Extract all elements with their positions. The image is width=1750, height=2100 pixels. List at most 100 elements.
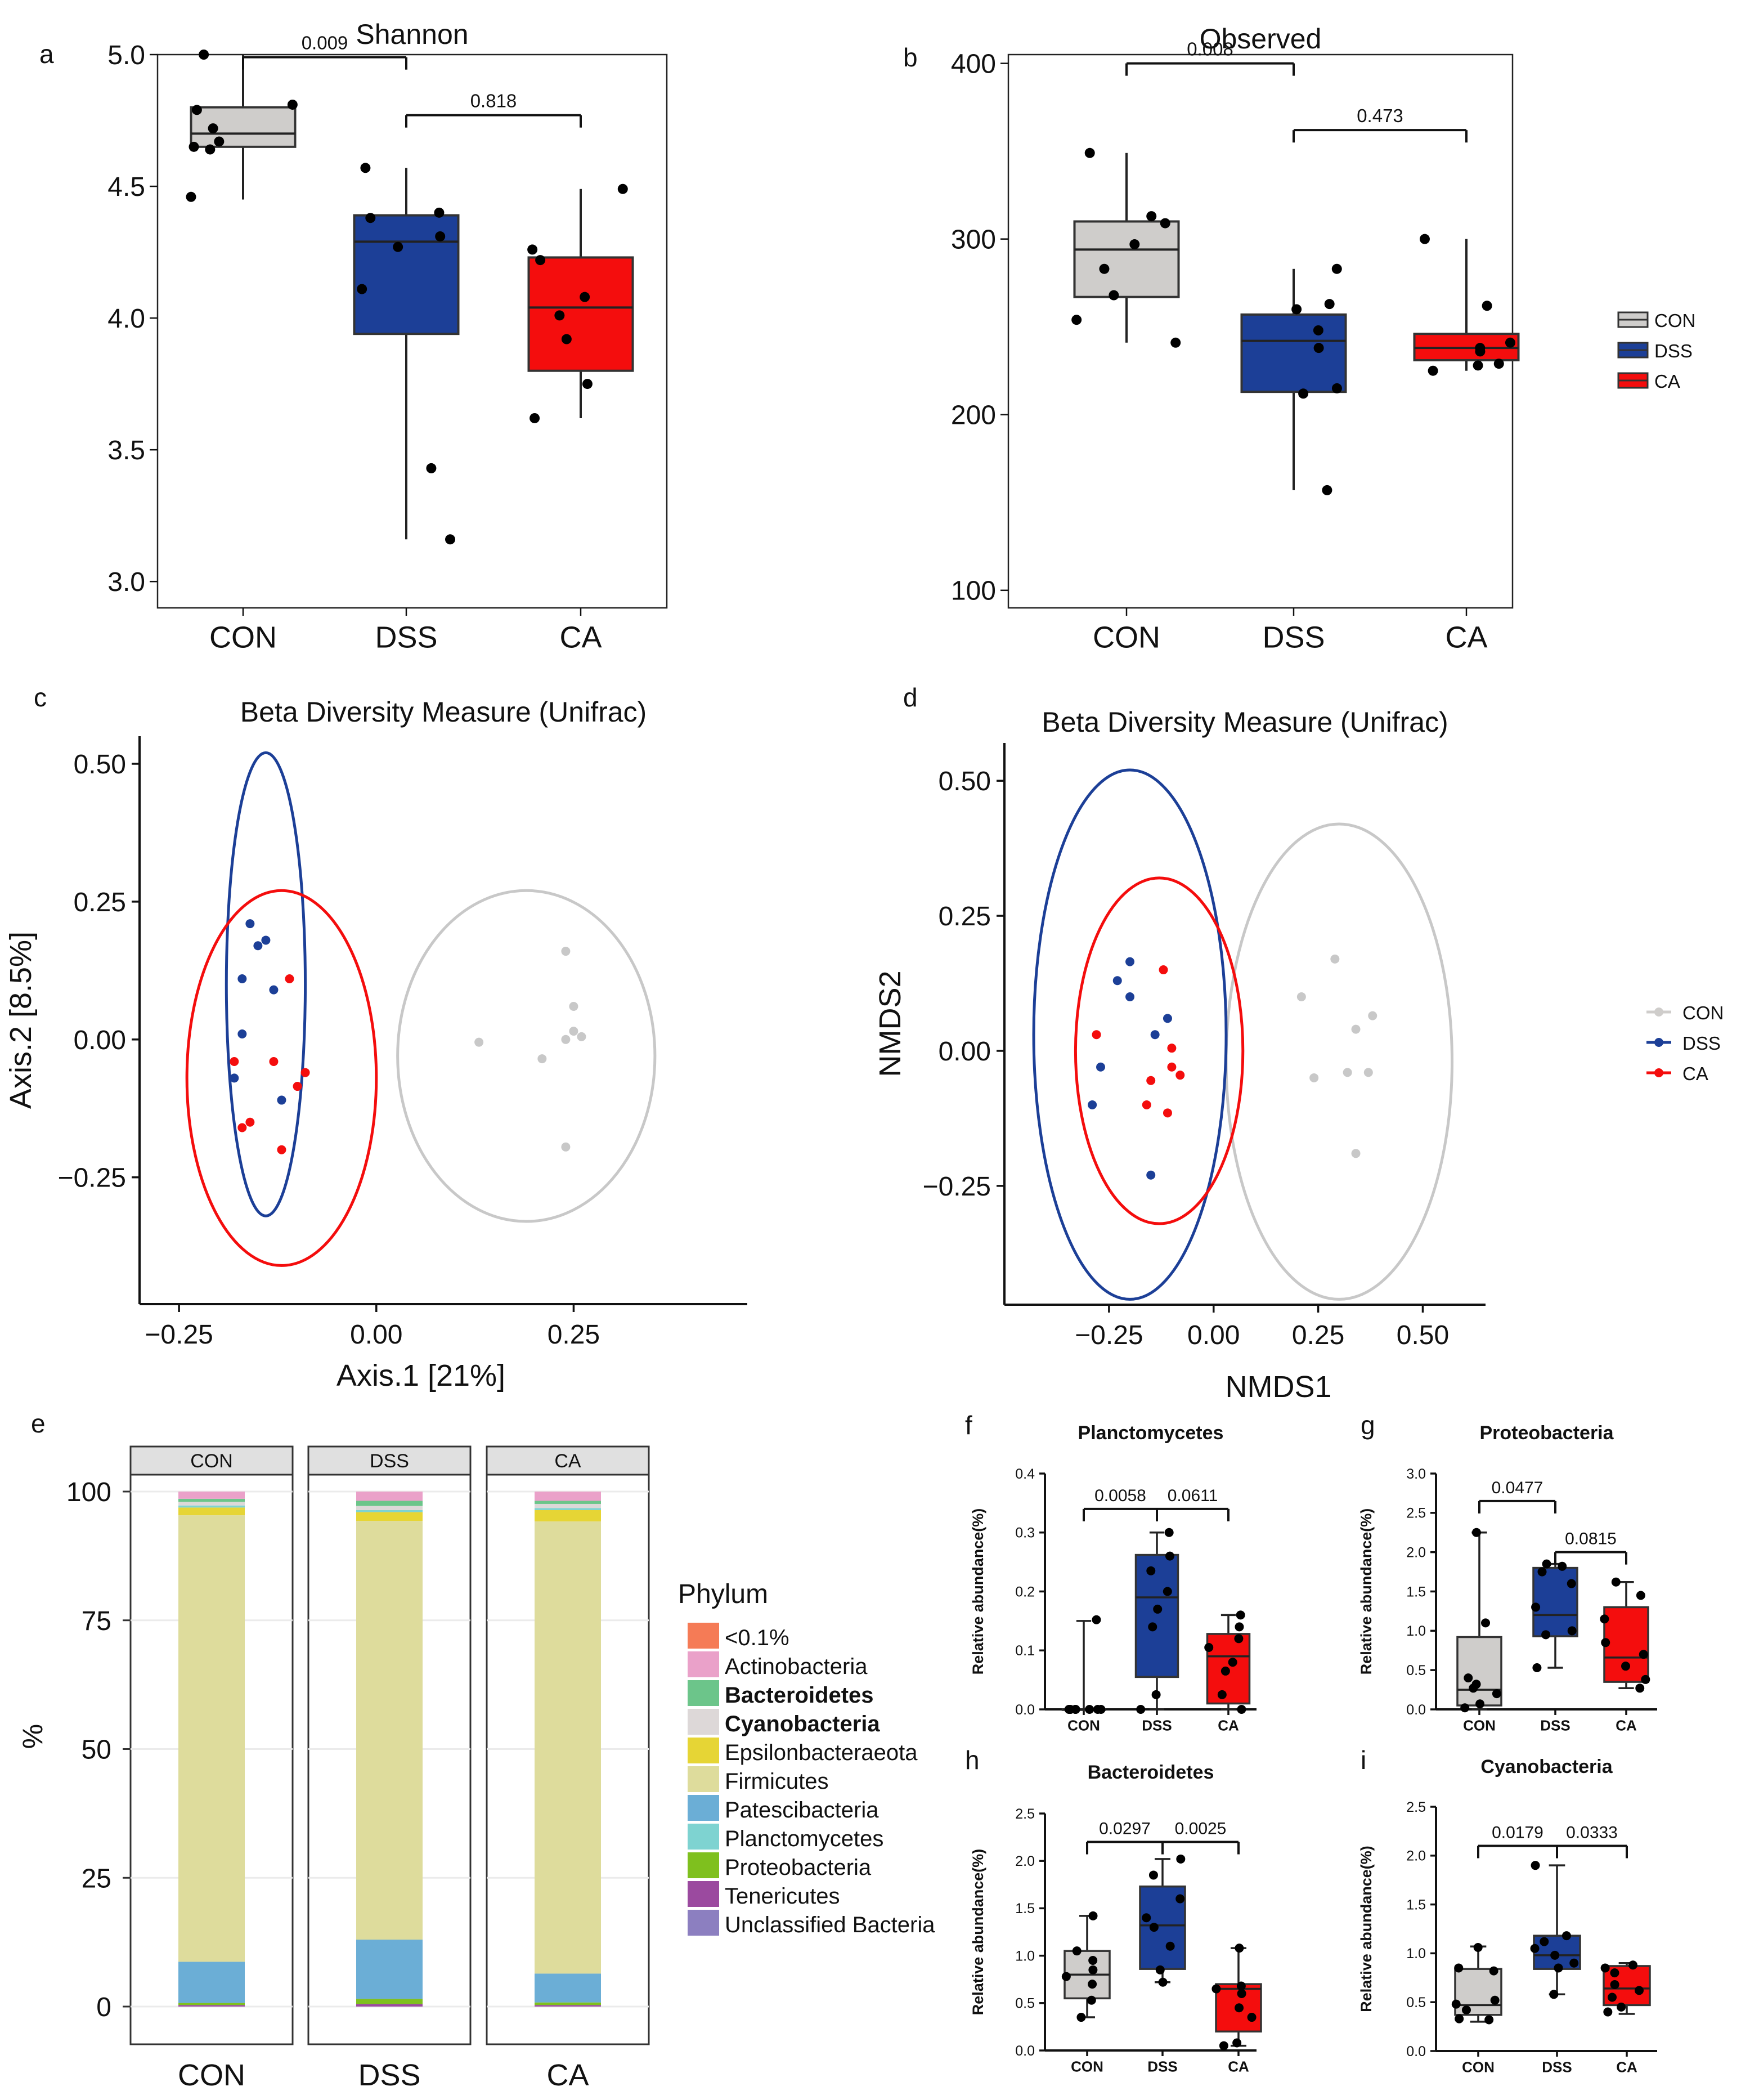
x-category-label: DSS <box>1262 621 1325 655</box>
p-value-label: 0.0477 <box>1492 1479 1543 1497</box>
point-CA <box>293 1082 302 1091</box>
x-category-label: DSS <box>1542 2058 1572 2075</box>
y-tick-label: 1.0 <box>1015 1948 1035 1964</box>
facet-strip <box>486 1445 650 1476</box>
box-DSS <box>1240 313 1347 393</box>
panel-title: Shannon <box>356 19 468 50</box>
x-category-label: CON <box>178 2058 245 2092</box>
x-category-label: DSS <box>375 621 437 655</box>
data-point <box>1148 1622 1157 1632</box>
legend-label-DSS: DSS <box>1682 1033 1721 1054</box>
legend-title: Phylum <box>678 1579 768 1609</box>
data-point <box>191 105 202 115</box>
data-point <box>1158 1977 1168 1987</box>
data-point <box>1601 1638 1610 1647</box>
data-point <box>1567 1626 1577 1636</box>
legend-swatch <box>688 1651 719 1677</box>
data-point <box>1235 1622 1244 1632</box>
data-point <box>1428 365 1438 376</box>
data-point <box>1471 1528 1481 1537</box>
data-point <box>1085 1705 1094 1714</box>
y-tick-label: 3.0 <box>107 567 145 597</box>
data-point <box>1530 1944 1540 1953</box>
data-point <box>1204 1643 1214 1653</box>
x-tick-label: 0.00 <box>1187 1320 1240 1350</box>
stack-segment-proteobacteria <box>535 2002 601 2005</box>
data-point <box>1558 1561 1567 1571</box>
y-tick-label: 1.5 <box>1406 1897 1426 1913</box>
stack-segment-tenericutes <box>178 2005 245 2007</box>
stack-segment-tenericutes <box>535 2005 601 2007</box>
y-tick-label: 0.0 <box>1406 1702 1426 1718</box>
data-point <box>1109 290 1119 301</box>
data-point <box>1482 301 1492 311</box>
point-DSS <box>1096 1062 1105 1072</box>
point-CA <box>1167 1044 1177 1053</box>
x-tick-label: 0.50 <box>1397 1320 1449 1350</box>
point-CON <box>1363 1068 1373 1077</box>
p-value-label: 0.0297 <box>1099 1820 1151 1838</box>
y-tick-label: 0.0 <box>1015 2043 1035 2059</box>
legend-label: Epsilonbacteraeota <box>725 1740 918 1765</box>
x-category-label: CON <box>1462 2058 1495 2075</box>
x-category-label: CA <box>1616 1717 1637 1734</box>
data-point <box>1235 1944 1244 1953</box>
data-point <box>365 213 376 223</box>
data-point <box>1628 1960 1637 1970</box>
point-CA <box>1092 1030 1101 1040</box>
x-axis-label: NMDS1 <box>1225 1370 1331 1404</box>
data-point <box>1610 1968 1619 1978</box>
x-category-label: CA <box>1616 2058 1637 2075</box>
point-DSS <box>237 1029 247 1038</box>
legend-label: Firmicutes <box>725 1769 828 1794</box>
panel-title: Planctomycetes <box>1078 1422 1224 1444</box>
data-point <box>434 207 445 218</box>
data-point <box>1455 2014 1464 2023</box>
stack-segment-tenericutes <box>356 2004 423 2007</box>
data-point <box>1099 263 1110 274</box>
data-point <box>1313 343 1324 353</box>
data-point <box>1072 1946 1082 1956</box>
point-CON <box>1309 1073 1319 1082</box>
x-category-label: CON <box>209 621 277 655</box>
data-point <box>1247 2013 1257 2022</box>
legend-point-CA <box>1654 1068 1663 1077</box>
x-category-label: CA <box>546 2058 589 2092</box>
legend-swatch <box>688 1824 719 1850</box>
x-axis-label: Axis.1 [21%] <box>336 1359 505 1392</box>
stack-segment-cyanobacteria <box>356 1506 423 1510</box>
legend-swatch <box>688 1738 719 1763</box>
legend-label-DSS: DSS <box>1654 341 1693 361</box>
point-DSS <box>1163 1014 1172 1023</box>
data-point <box>214 136 225 147</box>
ellipse-CON <box>1224 822 1454 1301</box>
y-tick-label: 4.0 <box>107 304 145 334</box>
x-category-label: CON <box>1463 1717 1496 1734</box>
point-CA <box>1142 1100 1151 1109</box>
data-point <box>1464 1673 1473 1683</box>
data-point <box>1617 2002 1626 2012</box>
y-tick-label: 0.25 <box>939 902 991 932</box>
box-CON <box>1454 1968 1502 2016</box>
x-category-label: CA <box>1218 1717 1239 1734</box>
data-point <box>445 534 456 545</box>
point-CON <box>1343 1068 1352 1077</box>
stack-segment-bacteroidetes <box>178 1498 245 1502</box>
stack-segment-actinobacteria <box>535 1492 601 1501</box>
point-CA <box>1146 1076 1156 1085</box>
data-point <box>1331 383 1342 393</box>
data-point <box>527 244 538 255</box>
data-point <box>1603 2007 1613 2017</box>
x-tick-label: 0.25 <box>1292 1320 1344 1350</box>
stack-segment-patescibacteria <box>356 1940 423 1999</box>
y-tick-label: 0.50 <box>939 767 991 796</box>
data-point <box>1419 234 1430 244</box>
panel-letter: d <box>903 683 918 712</box>
y-tick-label: 400 <box>951 49 996 79</box>
data-point <box>1493 359 1504 369</box>
data-point <box>1165 1941 1175 1951</box>
data-point <box>1155 1965 1165 1974</box>
data-point <box>1331 263 1342 274</box>
data-point <box>1531 1861 1540 1870</box>
y-axis-label: Relative abundance(%) <box>970 1508 986 1675</box>
